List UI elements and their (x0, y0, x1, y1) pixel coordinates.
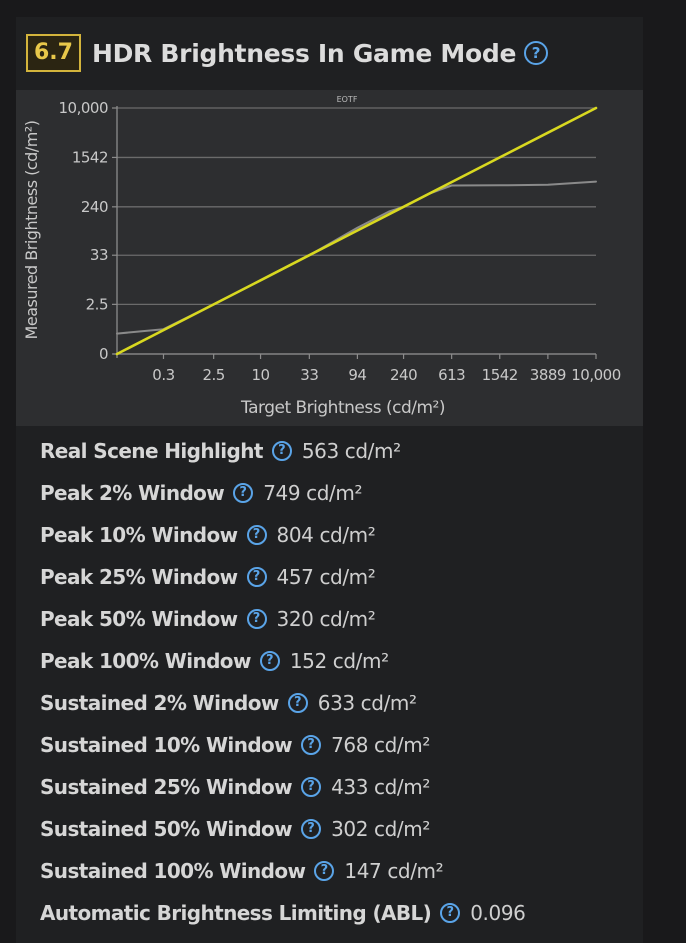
question-circle-icon[interactable]: ? (301, 819, 322, 839)
spec-value: 320 cd/m² (276, 607, 376, 631)
spec-label: Peak 2% Window (40, 481, 225, 505)
spec-label: Sustained 10% Window (40, 733, 293, 757)
spec-label: Sustained 100% Window (40, 859, 306, 883)
spec-value: 152 cd/m² (289, 649, 389, 673)
y-tick-label: 1542 (72, 148, 108, 166)
x-tick-label: 10,000 (571, 366, 621, 384)
question-circle-icon[interactable]: ? (524, 41, 549, 65)
spec-row: Peak 25% Window? 457 cd/m² (40, 556, 525, 598)
spec-row: Real Scene Highlight? 563 cd/m² (40, 430, 525, 472)
spec-label: Automatic Brightness Limiting (ABL) (40, 901, 432, 925)
spec-label: Real Scene Highlight (40, 439, 263, 463)
y-tick-label: 10,000 (59, 99, 109, 117)
y-tick-label: 33 (90, 246, 108, 264)
spec-row: Peak 50% Window? 320 cd/m² (40, 598, 525, 640)
spec-list: Real Scene Highlight? 563 cd/m² Peak 2% Wi… (40, 430, 526, 934)
spec-row: Sustained 100% Window? 147 cd/m² (40, 850, 525, 892)
spec-value: 147 cd/m² (344, 859, 444, 883)
spec-label: Peak 50% Window (40, 607, 238, 631)
measured-series-line (116, 180, 597, 335)
spec-label: Sustained 25% Window (40, 775, 293, 799)
question-circle-icon[interactable]: ? (314, 861, 335, 881)
y-tick-label: 0 (99, 345, 108, 363)
spec-row: Sustained 2% Window? 633 cd/m² (40, 682, 525, 724)
section-title: HDR Brightness In Game Mode (91, 38, 517, 68)
question-circle-icon[interactable]: ? (233, 483, 254, 503)
score-badge: 6.7 (26, 34, 81, 72)
question-circle-icon[interactable]: ? (287, 693, 308, 713)
x-tick-label: 10 (252, 366, 270, 384)
question-circle-icon[interactable]: ? (440, 903, 461, 923)
spec-value: 457 cd/m² (276, 565, 376, 589)
x-tick-label: 0.3 (152, 366, 174, 384)
x-tick-label: 2.5 (202, 366, 224, 384)
x-tick-label: 240 (390, 366, 417, 384)
section-header: 6.7 HDR Brightness In Game Mode ? (26, 34, 549, 72)
question-circle-icon[interactable]: ? (301, 735, 322, 755)
spec-label: Sustained 2% Window (40, 691, 279, 715)
spec-row: Peak 100% Window? 152 cd/m² (40, 640, 525, 682)
spec-row: Peak 2% Window? 749 cd/m² (40, 472, 525, 514)
question-circle-icon[interactable]: ? (259, 651, 280, 671)
question-circle-icon[interactable]: ? (271, 441, 292, 461)
x-tick-label: 33 (300, 366, 318, 384)
spec-value: 563 cd/m² (301, 439, 401, 463)
target-series-line (115, 106, 598, 356)
spec-row: Sustained 10% Window? 768 cd/m² (40, 724, 525, 766)
spec-value: 302 cd/m² (331, 817, 430, 841)
question-circle-icon[interactable]: ? (246, 567, 267, 587)
spec-label: Peak 10% Window (40, 523, 238, 547)
spec-value: 768 cd/m² (331, 733, 430, 757)
spec-value: 0.096 (470, 901, 526, 925)
x-axis-label: Target Brightness (cd/m²) (240, 398, 445, 418)
spec-row: Sustained 25% Window? 433 cd/m² (40, 766, 525, 808)
y-axis-label: Measured Brightness (cd/m²) (22, 121, 41, 340)
spec-label: Peak 100% Window (40, 649, 251, 673)
y-tick-label: 240 (81, 198, 108, 216)
x-tick-label: 1542 (482, 366, 518, 384)
eotf-chart: 0 2.5 33 240 1542 10,000 0.3 2.5 10 33 94 240 613 154… (16, 90, 643, 426)
spec-value: 633 cd/m² (317, 691, 417, 715)
spec-row: Automatic Brightness Limiting (ABL)? 0.09… (40, 892, 526, 934)
question-circle-icon[interactable]: ? (301, 777, 322, 797)
spec-label: Sustained 50% Window (40, 817, 293, 841)
question-circle-icon[interactable]: ? (246, 525, 267, 545)
spec-value: 804 cd/m² (276, 523, 376, 547)
spec-row: Sustained 50% Window? 302 cd/m² (40, 808, 525, 850)
y-tick-label: 2.5 (86, 295, 108, 313)
x-tick-label: 613 (438, 366, 465, 384)
x-tick-label: 3889 (530, 366, 566, 384)
eotf-chart-svg: 0 2.5 33 240 1542 10,000 0.3 2.5 10 33 94 240 613 154… (22, 95, 621, 418)
spec-value: 749 cd/m² (263, 481, 363, 505)
x-tick-label: 94 (348, 366, 366, 384)
question-circle-icon[interactable]: ? (246, 609, 267, 629)
spec-value: 433 cd/m² (331, 775, 430, 799)
spec-row: Peak 10% Window? 804 cd/m² (40, 514, 525, 556)
chart-title: EOTF (337, 95, 358, 104)
spec-label: Peak 25% Window (40, 565, 238, 589)
